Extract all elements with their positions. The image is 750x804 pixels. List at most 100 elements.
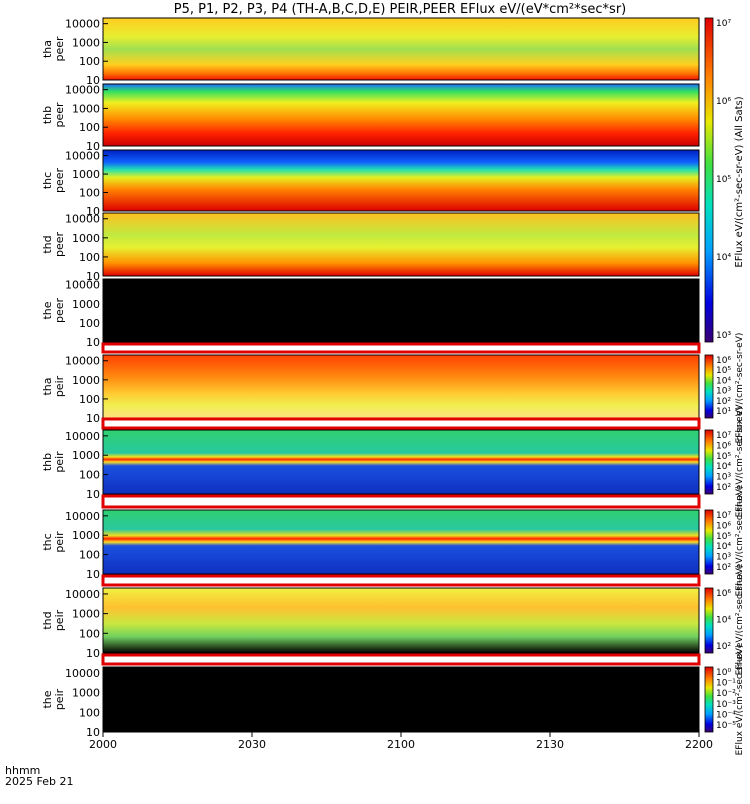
y-tick-label: 100	[79, 121, 100, 134]
panel-ylabel: thapeir	[41, 375, 66, 397]
y-tick-label: 10000	[65, 588, 100, 601]
colorbar-tick-label: 10⁴	[716, 376, 731, 386]
x-tick-label: 2030	[238, 738, 266, 751]
colorbar-tick-label: 10¹	[716, 407, 731, 417]
y-tick-label: 10000	[65, 213, 100, 226]
colorbar-tick-label: 10⁴	[716, 462, 731, 472]
panel-frame	[102, 149, 700, 212]
y-tick-label: 1000	[72, 36, 100, 49]
colorbar-tick-label: 10²	[716, 563, 731, 573]
colorbar-tick-label: 10⁵	[716, 366, 731, 376]
colorbar-label-peir-thb: EFlux eV/(cm²-sec-sr-eV)	[735, 407, 745, 518]
y-tick-label: 1000	[72, 449, 100, 462]
colorbar-tick-label: 10³	[716, 473, 731, 483]
separator-bar	[101, 574, 701, 587]
spectrogram-image	[103, 84, 699, 146]
y-tick-label: 100	[79, 627, 100, 640]
colorbar-tick-label: 10⁻²	[716, 689, 736, 699]
colorbar-gradient	[704, 587, 714, 654]
y-tick-label: 100	[79, 469, 100, 482]
colorbar-gradient	[704, 17, 714, 343]
separator-bars	[101, 342, 701, 666]
colorbar-label-peir-the: EFlux eV/(cm²-sec-sr-eV)	[735, 645, 745, 756]
y-tick-label: 10000	[65, 355, 100, 368]
x-tick-label: 2200	[685, 738, 713, 751]
spectrogram-image	[103, 430, 699, 494]
panel-thb-peir: 10 100 1000 10000 thbpeir	[41, 429, 700, 501]
panel-ylabel: thcpeir	[41, 531, 66, 553]
y-tick-label: 10000	[65, 430, 100, 443]
panel-thc-peer: 10 100 1000 10000 thcpeer	[41, 149, 700, 218]
spectrogram-image	[103, 18, 699, 80]
separator-bar	[101, 417, 701, 430]
spectrogram-image	[103, 355, 699, 418]
panel-ylabel: thbpeer	[41, 102, 66, 128]
y-tick-label: 10	[86, 205, 100, 218]
separator-bar	[101, 653, 701, 666]
y-tick-label: 10	[86, 140, 100, 153]
panel-ylabel: thcpeer	[41, 168, 66, 194]
spectrogram-panels: 10 100 1000 10000 thapeer 10 100 1000 10000 thbpe…	[41, 17, 700, 739]
y-tick-label: 10000	[65, 18, 100, 31]
y-tick-label: 10	[86, 568, 100, 581]
y-tick-label: 1000	[72, 687, 100, 700]
panel-thb-peer: 10 100 1000 10000 thbpeer	[41, 83, 700, 153]
colorbar-tick-label: 10⁰	[716, 668, 731, 678]
colorbar-label-peer: EFlux eV/(cm²-sec-sr-eV) (All Sats)	[734, 96, 745, 267]
y-tick-label: 10	[86, 270, 100, 283]
colorbar-tick-label: 10⁵	[716, 452, 731, 462]
y-tick-label: 100	[79, 393, 100, 406]
colorbar-peer: 10⁷ 10⁶ 10⁵ 10⁴ 10³	[704, 17, 731, 343]
y-tick-label: 100	[79, 55, 100, 68]
colorbar-peir_thd: 10⁶ 10⁴ 10²	[704, 587, 731, 654]
colorbar-tick-label: 10⁻³	[716, 700, 736, 710]
y-tick-label: 1000	[72, 232, 100, 245]
colorbar-tick-label: 10⁻⁵	[716, 721, 736, 731]
colorbar-tick-label: 10³	[716, 387, 731, 397]
separator-bar	[101, 494, 701, 509]
colorbar-tick-label: 10²	[716, 483, 731, 493]
y-tick-label: 10	[86, 488, 100, 501]
x-tick-label: 2130	[536, 738, 564, 751]
panel-tha-peir: 10 100 1000 10000 thapeir	[41, 354, 700, 425]
colorbar-label-peir-tha: EFlux eV/(cm²-sec-sr-eV)	[735, 333, 745, 444]
colorbar-gradient	[704, 354, 714, 419]
colorbar-tick-label: 10⁵	[716, 532, 731, 542]
panel-ylabel: thdpeir	[41, 609, 66, 631]
y-tick-label: 100	[79, 251, 100, 264]
colorbar-tick-label: 10⁴	[716, 253, 731, 263]
spectrogram-image	[103, 213, 699, 276]
spectrogram-image	[103, 588, 699, 653]
colorbar-tick-label: 10⁷	[716, 511, 731, 521]
y-tick-label: 10000	[65, 84, 100, 97]
y-tick-label: 1000	[72, 168, 100, 181]
panel-ylabel: thepeer	[41, 298, 66, 324]
colorbars: 10⁷10⁶10⁵10⁴10³10⁶10⁵10⁴10³10²10¹10⁷10⁶1…	[704, 17, 736, 733]
y-tick-label: 100	[79, 706, 100, 719]
y-tick-label: 1000	[72, 529, 100, 542]
colorbar-tick-label: 10⁶	[716, 441, 731, 451]
y-tick-label: 10000	[65, 667, 100, 680]
panel-frame	[102, 278, 700, 343]
panel-frame	[102, 429, 700, 495]
x-axis-date-label: 2025 Feb 21	[5, 775, 73, 788]
panel-thd-peir: 10 100 1000 10000 thdpeir	[41, 587, 700, 660]
y-tick-label: 100	[79, 317, 100, 330]
colorbar-tick-label: 10⁶	[716, 521, 731, 531]
y-tick-label: 1000	[72, 374, 100, 387]
y-tick-label: 10000	[65, 510, 100, 523]
y-tick-label: 10	[86, 74, 100, 87]
y-tick-label: 10	[86, 336, 100, 349]
spectrogram-image	[103, 510, 699, 574]
colorbar-tick-label: 10⁷	[716, 431, 731, 441]
panel-thd-peer: 10 100 1000 10000 thdpeer	[41, 212, 700, 283]
panel-thc-peir: 10 100 1000 10000 thcpeir	[41, 509, 700, 581]
colorbar-tick-label: 10⁶	[716, 356, 731, 366]
x-tick-label: 2100	[387, 738, 415, 751]
y-tick-label: 10000	[65, 279, 100, 292]
panel-frame	[102, 83, 700, 147]
panel-frame	[102, 17, 700, 81]
